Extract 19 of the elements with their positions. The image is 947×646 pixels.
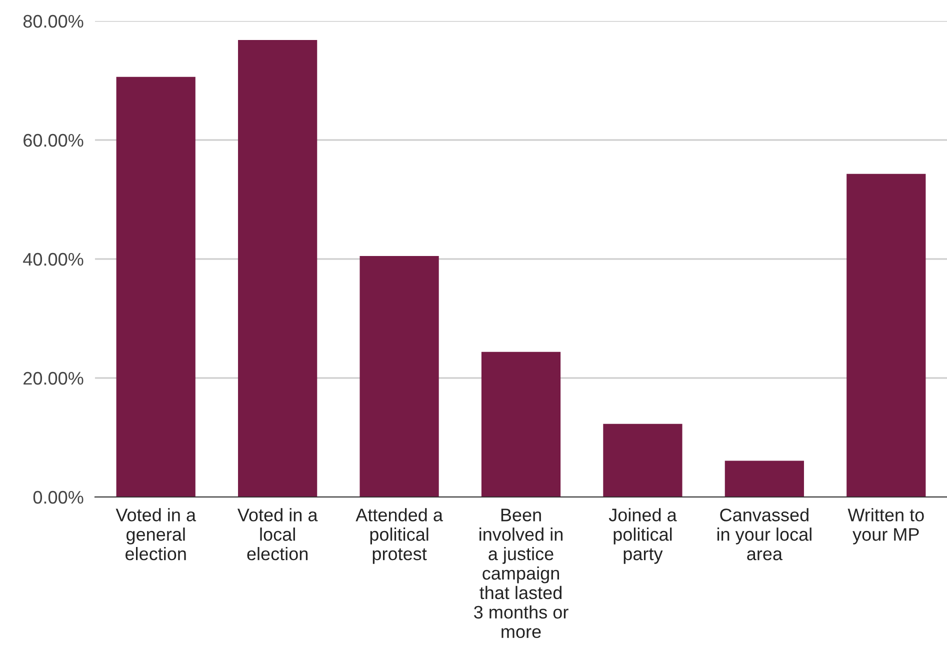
x-tick-label: Joined a political party [608, 508, 677, 564]
bar [846, 174, 926, 497]
bar [116, 76, 196, 497]
bar [481, 352, 561, 497]
bar [603, 424, 682, 497]
x-tick-label: Voted in a general election [116, 508, 196, 560]
y-tick-label: 0.00% [33, 490, 84, 504]
x-tick-label: Canvassed in your local area [717, 508, 812, 560]
x-tick-label: Written to your MP [848, 508, 924, 544]
bar [238, 40, 318, 497]
y-tick-label: 80.00% [23, 14, 84, 28]
x-tick-label: Attended a political protest [356, 508, 443, 564]
x-tick-label: Voted in a local election [237, 508, 318, 560]
bar [724, 460, 804, 497]
x-tick-label: Been involved in a justice campaign that lasted 3 months or more [474, 508, 568, 638]
y-tick-label: 60.00% [24, 134, 84, 147]
y-tick-label: 40.00% [23, 252, 84, 266]
y-tick-label: 20.00% [24, 372, 84, 385]
bar [360, 256, 439, 497]
